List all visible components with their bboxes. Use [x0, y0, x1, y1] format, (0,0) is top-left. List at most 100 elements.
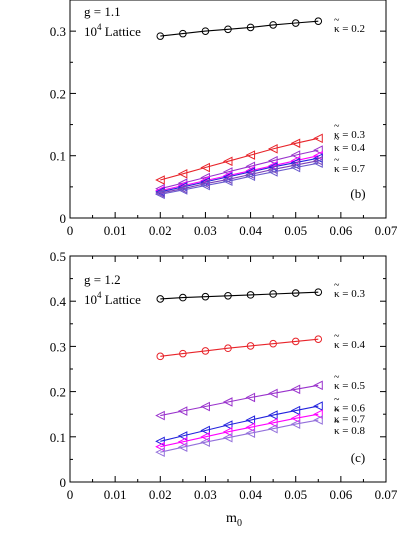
data-point [245, 171, 256, 182]
series-line-kappa-0.8 [160, 162, 319, 195]
data-point [156, 352, 165, 361]
data-point [224, 344, 232, 353]
panel-tag: (c) [351, 450, 365, 465]
lattice-annotation: 104 Lattice [84, 22, 141, 39]
data-point [246, 291, 255, 299]
data-point [313, 415, 323, 425]
x-tick-label: 0.05 [284, 487, 307, 502]
x-tick-label: 0.02 [149, 223, 172, 238]
data-point [290, 138, 301, 149]
series-label-kappa-0.7: κ = 0.7 [334, 163, 365, 175]
lattice-base: 10 [84, 292, 97, 307]
data-point [314, 335, 323, 343]
data-point [268, 423, 278, 434]
x-tick-label: 0 [67, 223, 74, 238]
data-point [290, 384, 301, 395]
x-tick-label: 0.06 [329, 487, 352, 502]
data-point [179, 349, 187, 358]
data-point [268, 410, 278, 420]
series-label-kappa-0.4: κ = 0.4 [334, 142, 365, 154]
data-point [222, 156, 233, 167]
data-point [155, 441, 165, 452]
data-point [222, 427, 233, 437]
data-point [177, 436, 188, 447]
data-point [201, 347, 210, 355]
data-point [313, 145, 323, 155]
data-point [314, 17, 323, 25]
data-point [155, 410, 165, 421]
lattice-annotation: 104 Lattice [84, 290, 141, 307]
data-point [314, 288, 323, 296]
panel-b: 0 0.01 0.02 0.03 0.04 0.05 0.06 0.07 0 0.1 0.2 0.3 κ… [50, 0, 398, 238]
shared-x-axis-label-subscript: 0 [237, 518, 242, 529]
data-point [177, 406, 188, 416]
kappa-tilde: ~ [334, 331, 340, 342]
data-point [201, 27, 210, 35]
data-point [224, 291, 232, 300]
series-label-kappa-0.8: κ = 0.8 [334, 425, 365, 437]
coupling-annotation: g = 1.2 [84, 272, 121, 287]
x-tick-label: 0.03 [194, 223, 217, 238]
series-label-kappa-0.6: κ = 0.6 [334, 402, 365, 414]
data-point [245, 415, 256, 425]
data-point [290, 150, 301, 160]
x-tick-label: 0.07 [375, 223, 398, 238]
lattice-exponent: 4 [97, 22, 102, 32]
kappa-tilde: ~ [334, 155, 340, 166]
data-point [222, 432, 233, 443]
data-point [313, 133, 323, 144]
y-tick-label: 0.3 [50, 24, 66, 39]
series-label-kappa-0.4: κ = 0.4 [334, 339, 365, 351]
x-tick-label: 0.06 [329, 223, 352, 238]
series-line-kappa-0.7 [160, 413, 319, 448]
data-point [177, 442, 188, 453]
data-point [290, 419, 301, 429]
data-point [179, 29, 187, 38]
data-point [268, 144, 278, 154]
x-tick-label: 0 [67, 487, 74, 502]
series-line-kappa-0.3 [160, 291, 319, 300]
series-line-kappa-0.2 [160, 20, 319, 37]
kappa-tilde: ~ [334, 121, 340, 132]
data-point [245, 150, 256, 160]
x-tick-label: 0.04 [239, 487, 262, 502]
kappa-tilde: ~ [334, 280, 340, 291]
series-label-kappa-0.3: κ = 0.3 [334, 288, 365, 300]
panel-c: 0 0.01 0.02 0.03 0.04 0.05 0.06 0.07 0 0.1 0.2 0.3 0… [50, 249, 398, 502]
lattice-exponent: 4 [97, 290, 102, 300]
y-tick-label: 0.3 [50, 339, 66, 354]
data-point [313, 158, 323, 168]
data-point [156, 32, 165, 40]
x-tick-label: 0.04 [239, 223, 262, 238]
x-tick-label: 0.01 [104, 223, 127, 238]
data-point [313, 401, 323, 411]
x-tick-label: 0.02 [149, 487, 172, 502]
x-tick-label: 0.03 [194, 487, 217, 502]
data-point [155, 447, 165, 457]
data-point [200, 425, 210, 436]
data-point [200, 431, 210, 442]
data-point [291, 289, 300, 297]
series-label-kappa-0.5: κ = 0.5 [334, 380, 365, 392]
coupling-annotation: g = 1.1 [84, 4, 121, 19]
y-tick-label: 0.2 [50, 86, 66, 101]
data-point [313, 409, 323, 420]
kappa-tilde: ~ [334, 15, 340, 26]
data-point [177, 168, 188, 179]
data-point [222, 420, 233, 430]
y-tick-label: 0.1 [50, 149, 66, 164]
data-point [291, 337, 300, 346]
data-point [200, 162, 210, 173]
series-line-kappa-0.4 [160, 338, 319, 357]
lattice-word: Lattice [102, 24, 142, 39]
data-point [268, 167, 278, 177]
data-point [269, 21, 277, 29]
data-point [200, 180, 210, 191]
series-line-kappa-0.6 [160, 405, 319, 442]
data-point [246, 23, 255, 32]
kappa-tilde: ~ [334, 394, 340, 405]
data-point [290, 405, 301, 416]
x-tick-label: 0.01 [104, 487, 127, 502]
data-point [245, 428, 256, 438]
data-point [200, 437, 210, 448]
